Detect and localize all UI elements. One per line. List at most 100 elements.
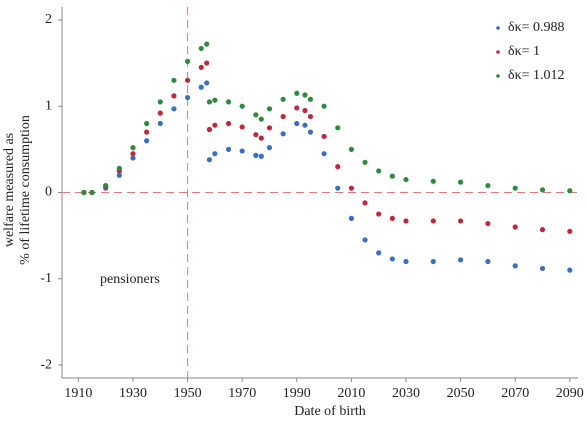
point	[348, 146, 354, 152]
legend-marker	[496, 74, 500, 78]
point	[335, 164, 341, 170]
point	[376, 211, 382, 217]
point	[184, 58, 191, 64]
x-tick-label: 1950	[174, 386, 202, 401]
point	[302, 92, 308, 98]
point	[321, 133, 327, 140]
point	[389, 256, 395, 262]
point	[362, 200, 368, 206]
point	[225, 99, 232, 105]
point	[206, 126, 213, 133]
point	[348, 215, 354, 221]
point	[239, 124, 245, 130]
point	[321, 103, 327, 109]
point	[294, 120, 300, 127]
point	[204, 41, 210, 47]
point	[512, 224, 518, 230]
point	[266, 125, 273, 131]
point	[157, 99, 163, 105]
point	[157, 110, 163, 116]
point	[335, 185, 341, 191]
point	[239, 148, 245, 154]
point	[280, 113, 286, 120]
point	[266, 145, 273, 151]
point	[302, 122, 308, 128]
legend-label: δκ= 0.988	[508, 20, 565, 35]
point	[294, 90, 300, 96]
point	[403, 176, 409, 183]
point	[485, 220, 491, 227]
point	[212, 151, 218, 157]
point	[204, 80, 210, 86]
point	[130, 151, 136, 157]
point	[103, 182, 109, 189]
point	[280, 131, 286, 137]
point	[225, 146, 232, 152]
point	[567, 267, 573, 273]
point	[204, 60, 210, 66]
point	[258, 116, 264, 122]
point	[198, 64, 204, 70]
point	[512, 185, 518, 191]
point	[539, 227, 546, 233]
annotation: pensioners	[100, 272, 160, 287]
point	[253, 152, 259, 158]
point	[206, 99, 213, 105]
point	[430, 218, 436, 224]
point	[321, 151, 327, 157]
x-tick-label: 2010	[337, 386, 365, 401]
point	[567, 228, 573, 234]
point	[294, 105, 300, 111]
point	[430, 178, 436, 184]
point	[81, 189, 87, 196]
x-tick-label: 2070	[501, 386, 529, 401]
point	[171, 106, 177, 112]
x-tick-label: 1970	[228, 386, 256, 401]
point	[403, 258, 409, 265]
point	[335, 125, 341, 131]
point	[157, 120, 163, 127]
point	[307, 129, 314, 135]
y-tick-label: -1	[40, 271, 52, 286]
point	[485, 258, 491, 265]
point	[403, 218, 409, 224]
point	[458, 257, 464, 263]
point	[266, 106, 273, 112]
y-axis-title: welfare measured as	[2, 133, 17, 247]
point	[116, 165, 122, 171]
point	[253, 112, 259, 118]
point	[171, 77, 177, 83]
point	[258, 153, 264, 159]
y-tick-label: 1	[45, 98, 52, 113]
point	[389, 215, 395, 221]
point	[89, 189, 95, 196]
point	[362, 237, 368, 243]
point	[171, 93, 177, 99]
point	[458, 218, 464, 224]
point	[258, 135, 264, 141]
point	[307, 96, 314, 102]
point	[539, 187, 546, 193]
x-tick-label: 2030	[392, 386, 420, 401]
point	[144, 120, 150, 127]
point	[130, 145, 136, 151]
point	[198, 45, 204, 52]
x-tick-label: 1910	[64, 386, 92, 401]
x-tick-label: 2090	[556, 386, 584, 401]
point	[239, 103, 245, 109]
point	[389, 173, 395, 179]
legend-marker	[496, 26, 500, 30]
point	[512, 263, 518, 269]
point	[485, 182, 491, 189]
y-axis-title: % of lifetime consumption	[18, 115, 33, 265]
point	[458, 179, 464, 185]
point	[184, 77, 191, 83]
point	[225, 120, 232, 127]
legend-marker	[496, 50, 500, 54]
point	[567, 188, 573, 194]
point	[184, 94, 191, 101]
point	[253, 132, 259, 138]
point	[302, 107, 308, 114]
point	[430, 258, 436, 265]
